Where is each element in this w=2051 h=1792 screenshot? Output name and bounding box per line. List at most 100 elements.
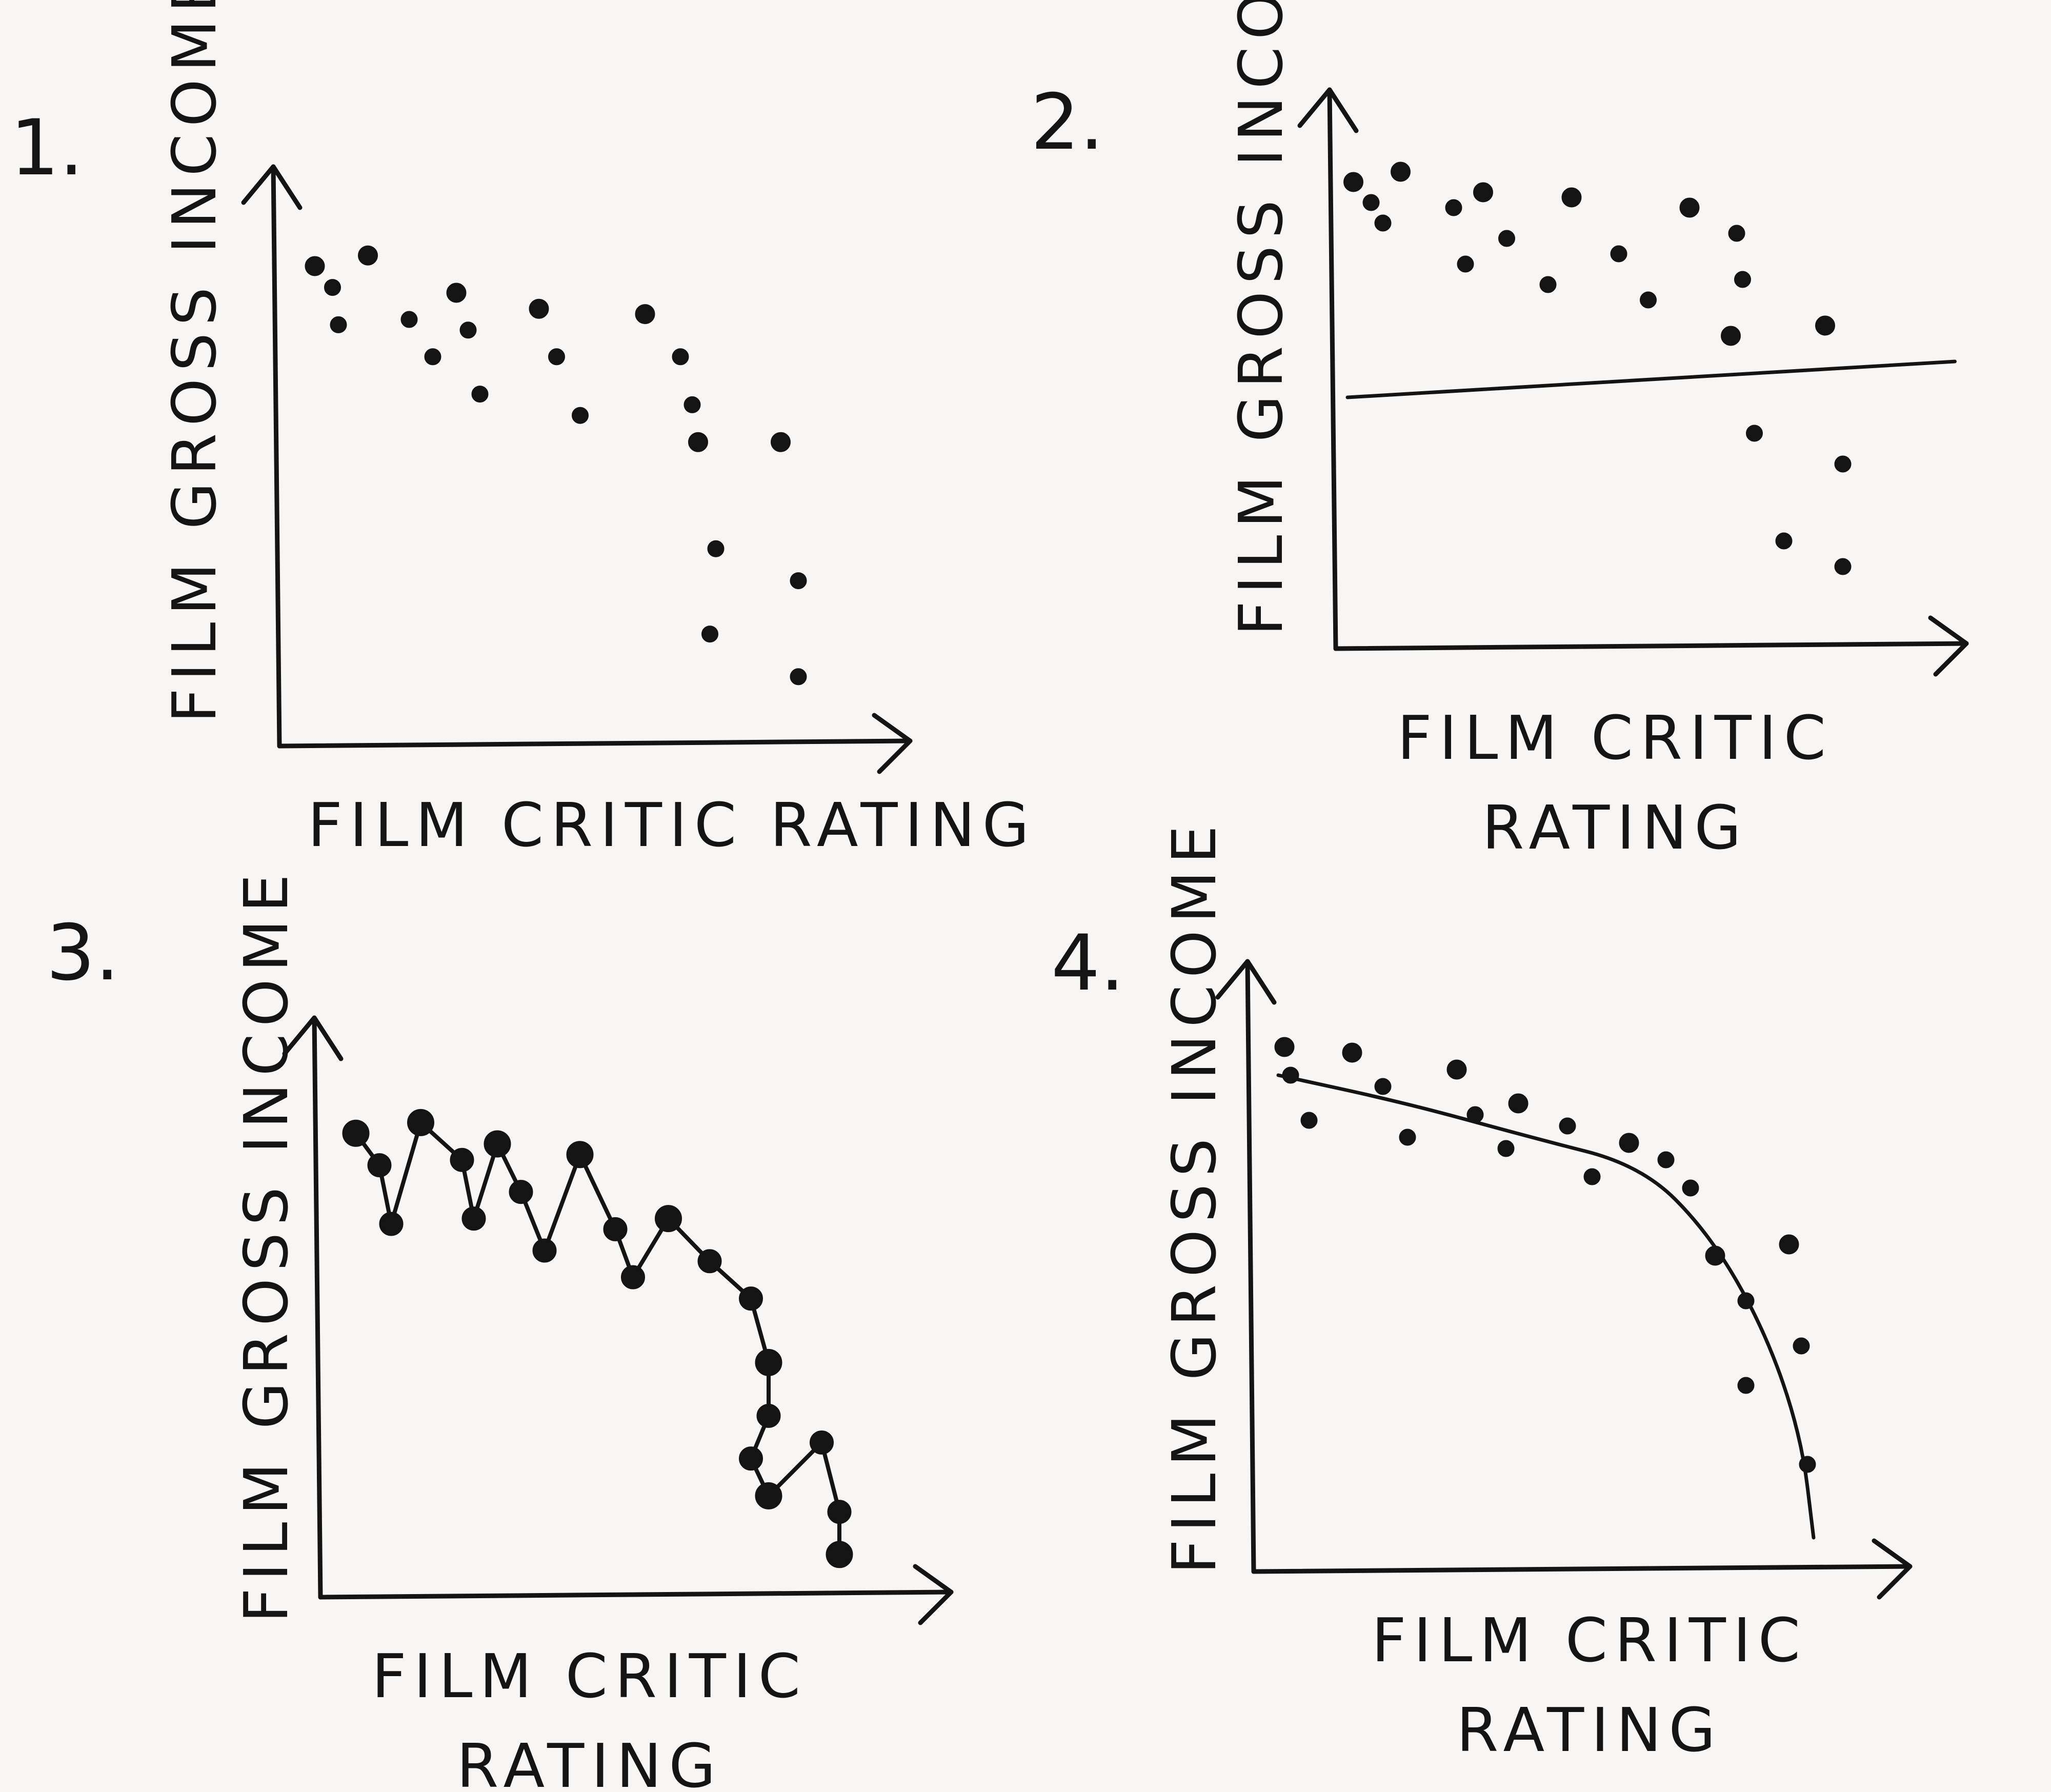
data-point <box>484 1130 511 1158</box>
x-axis-arrow <box>1928 615 1969 677</box>
data-point <box>1399 1129 1416 1146</box>
data-point <box>1374 214 1392 232</box>
data-point <box>572 407 589 424</box>
data-point <box>1734 271 1751 288</box>
y-axis-arrow <box>1297 87 1359 133</box>
data-point <box>790 668 807 686</box>
data-point <box>450 1147 474 1172</box>
y-axis-label: FILM GROSS INCOME <box>1225 0 1296 636</box>
data-point <box>790 572 807 590</box>
data-point <box>1721 326 1741 346</box>
x-axis-label: FILM CRITIC RATING <box>1397 702 1833 863</box>
data-point <box>697 1249 722 1274</box>
data-point <box>755 1348 782 1376</box>
panel-number: 1. <box>10 104 84 193</box>
x-axis-label: FILM CRITIC RATING <box>1372 1605 1807 1765</box>
data-point <box>424 348 441 366</box>
y-axis-line <box>312 1015 323 1600</box>
data-point <box>1497 1140 1515 1157</box>
x-axis-line <box>318 1589 954 1600</box>
y-axis-line <box>1245 959 1256 1574</box>
panel-number: 2. <box>1031 78 1104 167</box>
data-point <box>1362 194 1380 211</box>
data-point <box>1619 1133 1639 1153</box>
y-axis-arrow <box>241 164 303 210</box>
data-point <box>532 1238 557 1263</box>
data-point <box>755 1482 782 1509</box>
connecting-line <box>354 1120 841 1557</box>
data-point <box>471 386 489 403</box>
data-point <box>1799 1456 1816 1473</box>
data-point <box>1705 1245 1725 1266</box>
panel-number: 4. <box>1051 919 1124 1008</box>
data-point <box>683 396 701 413</box>
y-axis-line <box>1327 87 1338 651</box>
data-point <box>367 1153 392 1178</box>
x-axis-arrow <box>1872 1538 1913 1600</box>
data-point <box>1793 1337 1810 1355</box>
data-point <box>1682 1179 1699 1197</box>
data-point <box>1834 558 1852 575</box>
chart-panel-1: 1. FILM CRITIC RATING FILM GROSS INCOME <box>10 0 1036 860</box>
data-point <box>407 1109 434 1136</box>
data-point <box>1561 187 1582 208</box>
data-point <box>1737 1292 1755 1310</box>
data-point <box>566 1141 594 1169</box>
y-axis-label: FILM GROSS INCOME <box>231 867 301 1623</box>
data-point <box>509 1180 533 1204</box>
data-point <box>810 1430 834 1455</box>
panel-number: 3. <box>46 909 119 998</box>
data-point <box>1274 1037 1295 1057</box>
data-point <box>324 279 341 296</box>
y-axis-arrow <box>282 1015 344 1061</box>
data-point <box>771 432 791 452</box>
data-point <box>459 321 477 339</box>
y-axis-line <box>271 164 282 749</box>
x-axis-label: FILM CRITIC RATING <box>308 790 1036 860</box>
data-point <box>655 1205 682 1233</box>
data-point <box>1391 162 1411 182</box>
data-point <box>1746 425 1763 442</box>
fit-curve <box>1276 1073 1816 1540</box>
data-point <box>1610 245 1627 263</box>
data-point <box>1539 276 1557 293</box>
data-point <box>330 316 347 333</box>
data-point <box>1473 182 1493 203</box>
data-point <box>400 311 418 328</box>
data-point <box>342 1119 370 1147</box>
chart-panel-2: 2. FILM CRITIC RATING FILM GROSS INCOME <box>1031 0 1969 863</box>
data-point <box>1446 1059 1467 1080</box>
data-point <box>621 1265 645 1290</box>
data-point <box>305 256 325 276</box>
y-axis-label: FILM GROSS INCOME <box>159 0 230 723</box>
data-point <box>756 1403 781 1428</box>
data-point <box>635 304 655 325</box>
chart-panel-4: 4. FILM CRITIC RATING FILM GROSS INCOME <box>1051 818 1913 1765</box>
data-point <box>1342 1042 1362 1063</box>
data-point <box>1728 225 1745 242</box>
data-point <box>1657 1151 1675 1169</box>
data-point <box>358 245 378 266</box>
data-point <box>603 1217 628 1241</box>
data-point <box>461 1206 486 1231</box>
data-point <box>707 540 725 557</box>
chart-panel-3: 3. FILM CRITIC RATING FILM GROSS INCOME <box>46 867 954 1792</box>
x-axis-arrow <box>913 1564 954 1625</box>
x-axis-line <box>1333 641 1969 651</box>
y-axis-label: FILM GROSS INCOME <box>1159 818 1230 1574</box>
data-point <box>1640 291 1657 309</box>
x-axis-line <box>1251 1564 1913 1574</box>
data-point <box>1815 315 1835 336</box>
data-point <box>827 1500 852 1524</box>
trend-line <box>1345 359 1957 399</box>
data-point <box>1282 1066 1299 1084</box>
data-point <box>1559 1117 1576 1135</box>
data-point <box>379 1212 404 1236</box>
data-point <box>446 283 467 303</box>
data-point <box>1508 1093 1529 1114</box>
data-point <box>1779 1234 1799 1255</box>
data-point <box>1457 255 1474 273</box>
data-point <box>701 626 718 643</box>
data-point <box>1445 199 1462 216</box>
